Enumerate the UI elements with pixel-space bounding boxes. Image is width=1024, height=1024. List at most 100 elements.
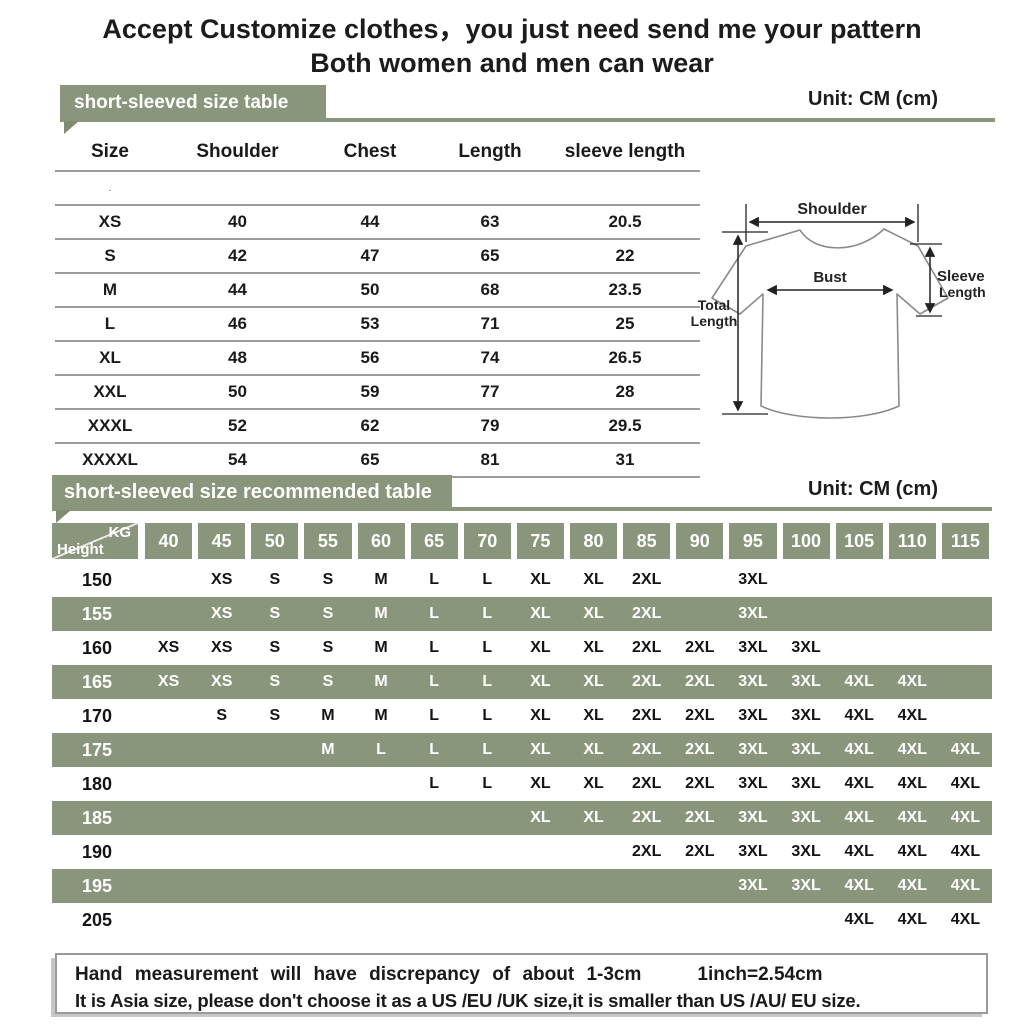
table-cell: 44 [165, 273, 310, 308]
footer-line1: Hand measurement will have discrepancy o… [75, 964, 968, 986]
kg-column-header: 80 [570, 523, 618, 559]
size-table-body: . XS 40 44 63 20.5 S 42 47 65 22 M 44 50 68 23.5 L 46 53 7… [55, 171, 700, 478]
matrix-cell: XL [530, 673, 551, 690]
table-cell: 77 [430, 375, 550, 410]
table-cell: 22 [550, 239, 700, 274]
matrix-cell: 3XL [791, 809, 821, 826]
matrix-cell [195, 835, 248, 869]
matrix-row: 180 L L XL XL 2XL 2XL 3XL 3XL 4XL 4XL 4XL [52, 767, 992, 801]
matrix-cell [514, 869, 567, 903]
recommended-table-heading-badge: short-sleeved size recommended table [52, 475, 452, 510]
matrix-cell: S [269, 571, 281, 588]
matrix-row: 150 XS S S M L L XL XL 2XL 3XL [52, 563, 992, 597]
footer-note-box: Hand measurement will have discrepancy o… [55, 953, 988, 1014]
table-cell: . [55, 171, 165, 206]
matrix-cell: 2XL [632, 707, 662, 724]
matrix-cell: 3XL [738, 809, 768, 826]
matrix-cell: 3XL [791, 843, 821, 860]
matrix-cell: 3XL [791, 707, 821, 724]
table-cell: XXXXL [55, 443, 165, 478]
table-cell: 23.5 [550, 273, 700, 308]
matrix-cell: 4XL [844, 911, 874, 928]
matrix-cell: 2XL [685, 673, 715, 690]
unit-label: Unit: CM (cm) [808, 88, 938, 110]
matrix-cell: XS [211, 571, 233, 588]
matrix-cell: XL [530, 571, 551, 588]
matrix-cell [355, 801, 408, 835]
matrix-cell [939, 699, 992, 733]
matrix-cell: 3XL [791, 639, 821, 656]
matrix-cell: XS [211, 673, 233, 690]
matrix-cell: 3XL [738, 571, 768, 588]
table-cell: 81 [430, 443, 550, 478]
matrix-cell: M [374, 639, 388, 656]
matrix-cell: 3XL [738, 877, 768, 894]
matrix-cell: M [321, 707, 335, 724]
table-cell: 71 [430, 307, 550, 342]
matrix-cell: 2XL [685, 775, 715, 792]
matrix-cell: 4XL [897, 877, 927, 894]
kg-column-header: 100 [782, 523, 830, 559]
matrix-cell: XL [583, 571, 604, 588]
table-cell: 31 [550, 443, 700, 478]
matrix-cell [567, 903, 620, 937]
matrix-cell [673, 903, 726, 937]
tshirt-measurement-diagram: Shoulder Bust Sleeve Length Total Length [691, 201, 986, 419]
table-cell: 25 [550, 307, 700, 342]
matrix-row: 190 2XL 2XL 3XL 3XL 4XL 4XL 4XL [52, 835, 992, 869]
matrix-cell: M [374, 605, 388, 622]
matrix-cell: L [429, 775, 440, 792]
matrix-cell [939, 563, 992, 597]
matrix-cell [248, 869, 301, 903]
matrix-cell: 4XL [897, 843, 927, 860]
matrix-cell [408, 903, 461, 937]
matrix-cell [939, 665, 992, 699]
matrix-cell [780, 903, 833, 937]
height-row-header: 165 [81, 672, 113, 692]
kg-column-header: 40 [145, 523, 193, 559]
diagram-sleeve-label-line1: Sleeve [937, 268, 985, 285]
matrix-cell: 3XL [738, 741, 768, 758]
size-table-header-row: Size Shoulder Chest Length sleeve length [55, 134, 700, 172]
matrix-cell: L [429, 741, 440, 758]
matrix-cell [673, 597, 726, 631]
table-row: XXL 50 59 77 28 [55, 375, 700, 410]
table-cell: XXXL [55, 409, 165, 444]
matrix-cell: 2XL [632, 673, 662, 690]
kg-column-header: 110 [888, 523, 936, 559]
matrix-cell [195, 801, 248, 835]
matrix-cell: XS [157, 639, 180, 656]
matrix-cell: XS [211, 605, 233, 622]
footer-line1-left: Hand measurement will have discrepancy o… [75, 964, 642, 985]
matrix-cell: 4XL [950, 877, 981, 894]
matrix-cell [195, 903, 248, 937]
matrix-cell: L [429, 639, 440, 656]
matrix-cell [620, 869, 673, 903]
matrix-row: 185 XL XL 2XL 2XL 3XL 3XL 4XL 4XL 4XL [52, 801, 992, 835]
matrix-cell [301, 869, 354, 903]
section-divider [60, 118, 995, 122]
matrix-cell [142, 869, 195, 903]
height-row-header: 185 [81, 808, 113, 828]
table-cell: 47 [310, 239, 430, 274]
matrix-cell: M [374, 673, 388, 690]
height-row-header: 205 [81, 910, 113, 930]
matrix-cell: M [374, 707, 388, 724]
kg-column-header: 95 [729, 523, 777, 559]
matrix-cell: L [429, 571, 440, 588]
matrix-cell [461, 835, 514, 869]
matrix-cell: L [429, 673, 440, 690]
matrix-row: 160 XS XS S S M L L XL XL 2XL 2XL 3XL 3XL [52, 631, 992, 665]
matrix-cell [833, 631, 886, 665]
matrix-cell [142, 563, 195, 597]
matrix-cell: 3XL [791, 741, 821, 758]
table-cell [550, 171, 700, 206]
matrix-cell [780, 597, 833, 631]
footer-line2: It is Asia size, please don't choose it … [75, 990, 861, 1011]
table-cell: 20.5 [550, 205, 700, 240]
table-cell: XS [55, 205, 165, 240]
matrix-cell: XL [530, 707, 551, 724]
matrix-cell: 4XL [897, 741, 927, 758]
table-row: S 42 47 65 22 [55, 239, 700, 274]
